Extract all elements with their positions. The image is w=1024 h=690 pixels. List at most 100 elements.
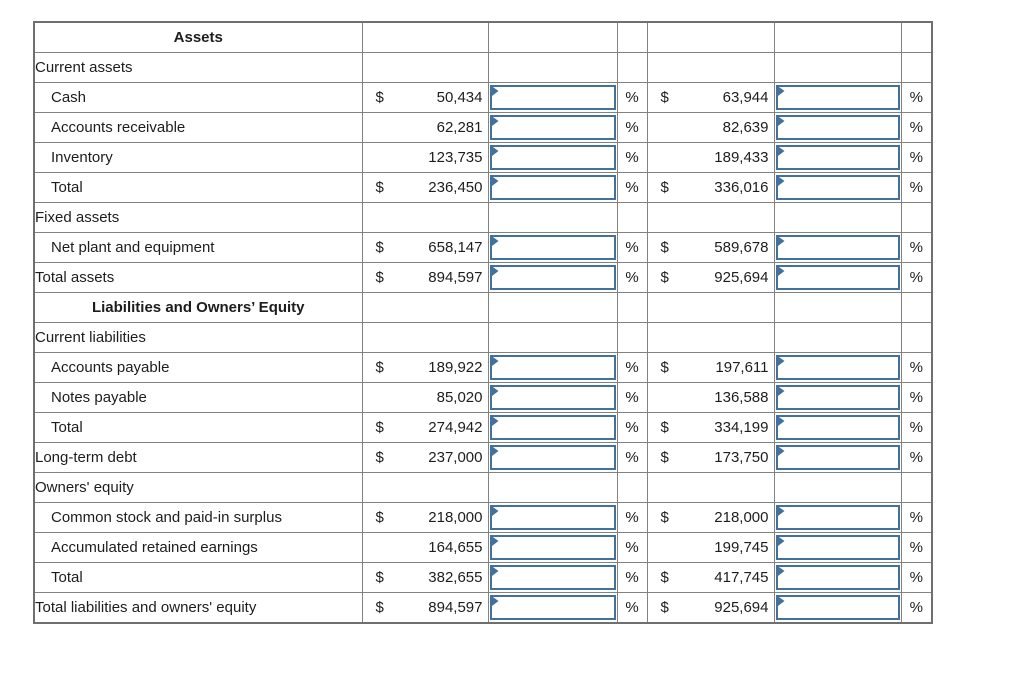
input-cell-year2 [773, 382, 902, 413]
percent-sign: % [616, 352, 648, 383]
input-cell-year1 [487, 412, 618, 443]
row-label: Inventory [33, 142, 363, 173]
percent-sign: % [616, 142, 648, 173]
row-label: Assets [33, 21, 363, 53]
input-cell-year1 [487, 352, 618, 383]
cell-flag-icon [491, 596, 499, 607]
percent-input-year2[interactable] [775, 565, 900, 590]
percent-input-year1[interactable] [489, 115, 616, 140]
percent-input-year1[interactable] [489, 265, 616, 290]
amount-cell-year2 [646, 21, 775, 53]
dollar-sign: $ [660, 599, 669, 616]
percent-input-year2[interactable] [775, 115, 900, 140]
percent-input-year2[interactable] [775, 445, 900, 470]
percent-input-year1[interactable] [489, 595, 616, 620]
input-cell-year1 [487, 532, 618, 563]
percent-input-year2[interactable] [775, 415, 900, 440]
percent-input-year1[interactable] [489, 235, 616, 260]
amount-value: 173,750 [714, 449, 769, 466]
amount-value: 189,433 [714, 149, 769, 166]
amount-inner: $237,000 [363, 444, 487, 472]
table-row: Inventory 123,735% 189,433% [33, 142, 933, 173]
percent-input-year2[interactable] [775, 145, 900, 170]
percent-input-year1[interactable] [489, 505, 616, 530]
amount-inner: 85,020 [363, 384, 487, 412]
amount-inner: 189,433 [648, 144, 773, 172]
input-cell-year2 [773, 532, 902, 563]
dollar-sign: $ [660, 89, 669, 106]
percent-input-year1[interactable] [489, 445, 616, 470]
percent-input-year2[interactable] [775, 535, 900, 560]
percent-input-year1[interactable] [489, 565, 616, 590]
percent-sign: % [900, 112, 933, 143]
input-cell-year2 [773, 262, 902, 293]
input-cell-year1 [487, 112, 618, 143]
cell-flag-icon [777, 356, 785, 367]
percent-input-year1[interactable] [489, 175, 616, 200]
input-cell-year2 [773, 502, 902, 533]
dollar-sign: $ [375, 89, 384, 106]
cell-flag-icon [491, 176, 499, 187]
amount-value: 236,450 [428, 179, 483, 196]
percent-input-year1[interactable] [489, 385, 616, 410]
cell-flag-icon [491, 146, 499, 157]
amount-value: 82,639 [722, 119, 769, 136]
cell-flag-icon [777, 416, 785, 427]
input-cell-year2 [773, 82, 902, 113]
percent-input-year2[interactable] [775, 175, 900, 200]
percent-input-year2[interactable] [775, 265, 900, 290]
input-cell-year1 [487, 442, 618, 473]
amount-inner: 62,281 [363, 114, 487, 142]
amount-value: 218,000 [428, 509, 483, 526]
percent-sign [616, 472, 648, 503]
percent-input-year2[interactable] [775, 355, 900, 380]
amount-cell-year2: $63,944 [646, 82, 775, 113]
amount-value: 894,597 [428, 269, 483, 286]
amount-cell-year1: $236,450 [361, 172, 489, 203]
input-cell-year1 [487, 472, 618, 503]
percent-input-year2[interactable] [775, 595, 900, 620]
percent-input-year1[interactable] [489, 355, 616, 380]
percent-input-year2[interactable] [775, 235, 900, 260]
cell-flag-icon [491, 116, 499, 127]
cell-flag-icon [491, 536, 499, 547]
percent-sign: % [616, 262, 648, 293]
percent-sign: % [900, 82, 933, 113]
row-label: Owners' equity [33, 472, 363, 503]
input-cell-year2 [773, 172, 902, 203]
amount-cell-year2: $336,016 [646, 172, 775, 203]
cell-flag-icon [491, 446, 499, 457]
input-cell-year1 [487, 82, 618, 113]
percent-input-year1[interactable] [489, 535, 616, 560]
percent-sign [616, 292, 648, 323]
cell-flag-icon [777, 566, 785, 577]
row-label: Net plant and equipment [33, 232, 363, 263]
amount-inner: $894,597 [363, 264, 487, 292]
percent-sign: % [900, 502, 933, 533]
percent-input-year2[interactable] [775, 505, 900, 530]
table-row: Notes payable 85,020% 136,588% [33, 382, 933, 413]
table-row: Current assets [33, 52, 933, 83]
input-cell-year2 [773, 112, 902, 143]
percent-sign: % [900, 412, 933, 443]
percent-input-year2[interactable] [775, 85, 900, 110]
dollar-sign: $ [375, 599, 384, 616]
input-cell-year2 [773, 562, 902, 593]
percent-input-year1[interactable] [489, 85, 616, 110]
percent-input-year1[interactable] [489, 415, 616, 440]
amount-value: 382,655 [428, 569, 483, 586]
amount-value: 218,000 [714, 509, 769, 526]
amount-value: 925,694 [714, 599, 769, 616]
amount-inner: 199,745 [648, 534, 773, 562]
amount-inner: $658,147 [363, 234, 487, 262]
amount-inner: $218,000 [648, 504, 773, 532]
amount-inner: $189,922 [363, 354, 487, 382]
percent-sign: % [616, 532, 648, 563]
percent-input-year2[interactable] [775, 385, 900, 410]
percent-input-year1[interactable] [489, 145, 616, 170]
amount-cell-year1: $50,434 [361, 82, 489, 113]
row-label: Liabilities and Owners’ Equity [33, 292, 363, 323]
amount-cell-year2 [646, 202, 775, 233]
amount-cell-year2 [646, 52, 775, 83]
amount-inner: $63,944 [648, 84, 773, 112]
